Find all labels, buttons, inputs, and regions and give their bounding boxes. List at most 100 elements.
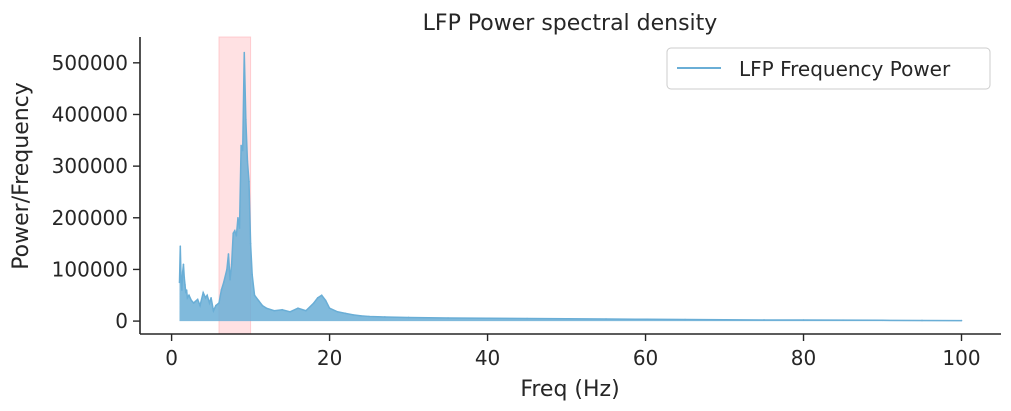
y-tick-label: 100000 (52, 257, 128, 281)
data-point (212, 309, 215, 312)
data-point (218, 302, 220, 304)
x-tick-label: 40 (475, 346, 500, 370)
data-point (222, 281, 225, 284)
data-point (185, 289, 188, 291)
data-point (565, 317, 568, 320)
data-point (237, 216, 239, 219)
data-point (526, 317, 528, 320)
chart-title: LFP Power spectral density (423, 11, 718, 36)
data-point (251, 273, 253, 276)
data-point (447, 317, 449, 319)
data-point (261, 304, 264, 307)
data-point (312, 302, 315, 304)
y-axis-label: Power/Frequency (9, 82, 34, 270)
data-point (249, 242, 252, 245)
data-point (178, 281, 181, 284)
data-point (183, 276, 186, 278)
data-point (802, 319, 805, 321)
data-point (246, 160, 249, 162)
data-point (684, 318, 686, 321)
data-point (320, 294, 323, 297)
data-point (344, 312, 347, 315)
x-tick-label: 20 (317, 346, 342, 370)
data-point (232, 232, 235, 235)
data-point (180, 278, 182, 281)
x-tick-label: 80 (791, 346, 816, 370)
data-point (208, 302, 211, 304)
data-point (181, 289, 183, 291)
data-point (204, 297, 207, 299)
data-point (179, 245, 182, 247)
y-tick-label: 200000 (52, 206, 128, 230)
legend-box (666, 47, 991, 90)
data-point (243, 51, 246, 54)
data-point (336, 310, 339, 313)
data-point (202, 291, 204, 294)
data-point (305, 309, 307, 312)
data-point (960, 319, 963, 322)
data-point (257, 299, 260, 302)
data-point (328, 307, 331, 309)
data-point (185, 291, 187, 294)
data-point (199, 304, 201, 307)
data-point (188, 294, 190, 297)
series-group (178, 51, 963, 322)
data-point (486, 317, 489, 320)
legend-label: LFP Frequency Power (739, 57, 951, 81)
data-point (605, 318, 607, 320)
data-point (238, 227, 241, 229)
series-line-0 (178, 52, 962, 322)
y-tick-label: 500000 (52, 51, 128, 75)
data-point (192, 302, 195, 304)
data-point (210, 297, 212, 299)
data-point (233, 229, 236, 232)
data-point (921, 319, 923, 322)
y-tick-label: 300000 (52, 154, 128, 178)
y-tick-label: 0 (115, 309, 128, 333)
data-point (229, 278, 231, 281)
data-point (842, 319, 844, 321)
data-point (273, 309, 276, 312)
data-point (723, 318, 726, 321)
series-area-0 (179, 52, 962, 322)
y-axis-ticks: 0 100000 200000 300000 400000 500000 (52, 51, 140, 333)
data-point (186, 297, 189, 299)
data-point (226, 268, 228, 271)
data-point (324, 299, 327, 302)
legend: LFP Frequency Power (666, 47, 991, 90)
data-point (184, 284, 186, 286)
x-tick-label: 60 (633, 346, 658, 370)
y-tick-label: 400000 (52, 102, 128, 126)
data-point (352, 314, 355, 316)
data-point (235, 235, 238, 237)
data-point (227, 253, 230, 255)
data-point (248, 180, 250, 183)
data-point (181, 271, 184, 273)
data-point (384, 316, 386, 318)
data-point (215, 304, 217, 307)
data-point (316, 297, 319, 299)
data-point (881, 319, 884, 322)
data-point (407, 316, 410, 319)
data-point (240, 144, 242, 147)
data-point (220, 289, 223, 291)
data-point (297, 307, 299, 309)
data-point (241, 149, 244, 152)
data-point (289, 310, 291, 313)
data-point (230, 263, 233, 266)
data-point (265, 307, 268, 309)
data-point (194, 300, 197, 303)
data-point (368, 315, 370, 318)
data-point (253, 294, 256, 297)
data-point (763, 319, 765, 321)
data-point (190, 299, 193, 302)
x-axis-ticks: 0 20 40 60 80 100 (165, 334, 981, 370)
x-axis-label: Freq (Hz) (520, 377, 619, 402)
x-tick-label: 100 (942, 346, 980, 370)
data-point (182, 263, 185, 266)
data-point (206, 294, 208, 297)
data-point (196, 298, 199, 301)
data-point (281, 308, 283, 311)
